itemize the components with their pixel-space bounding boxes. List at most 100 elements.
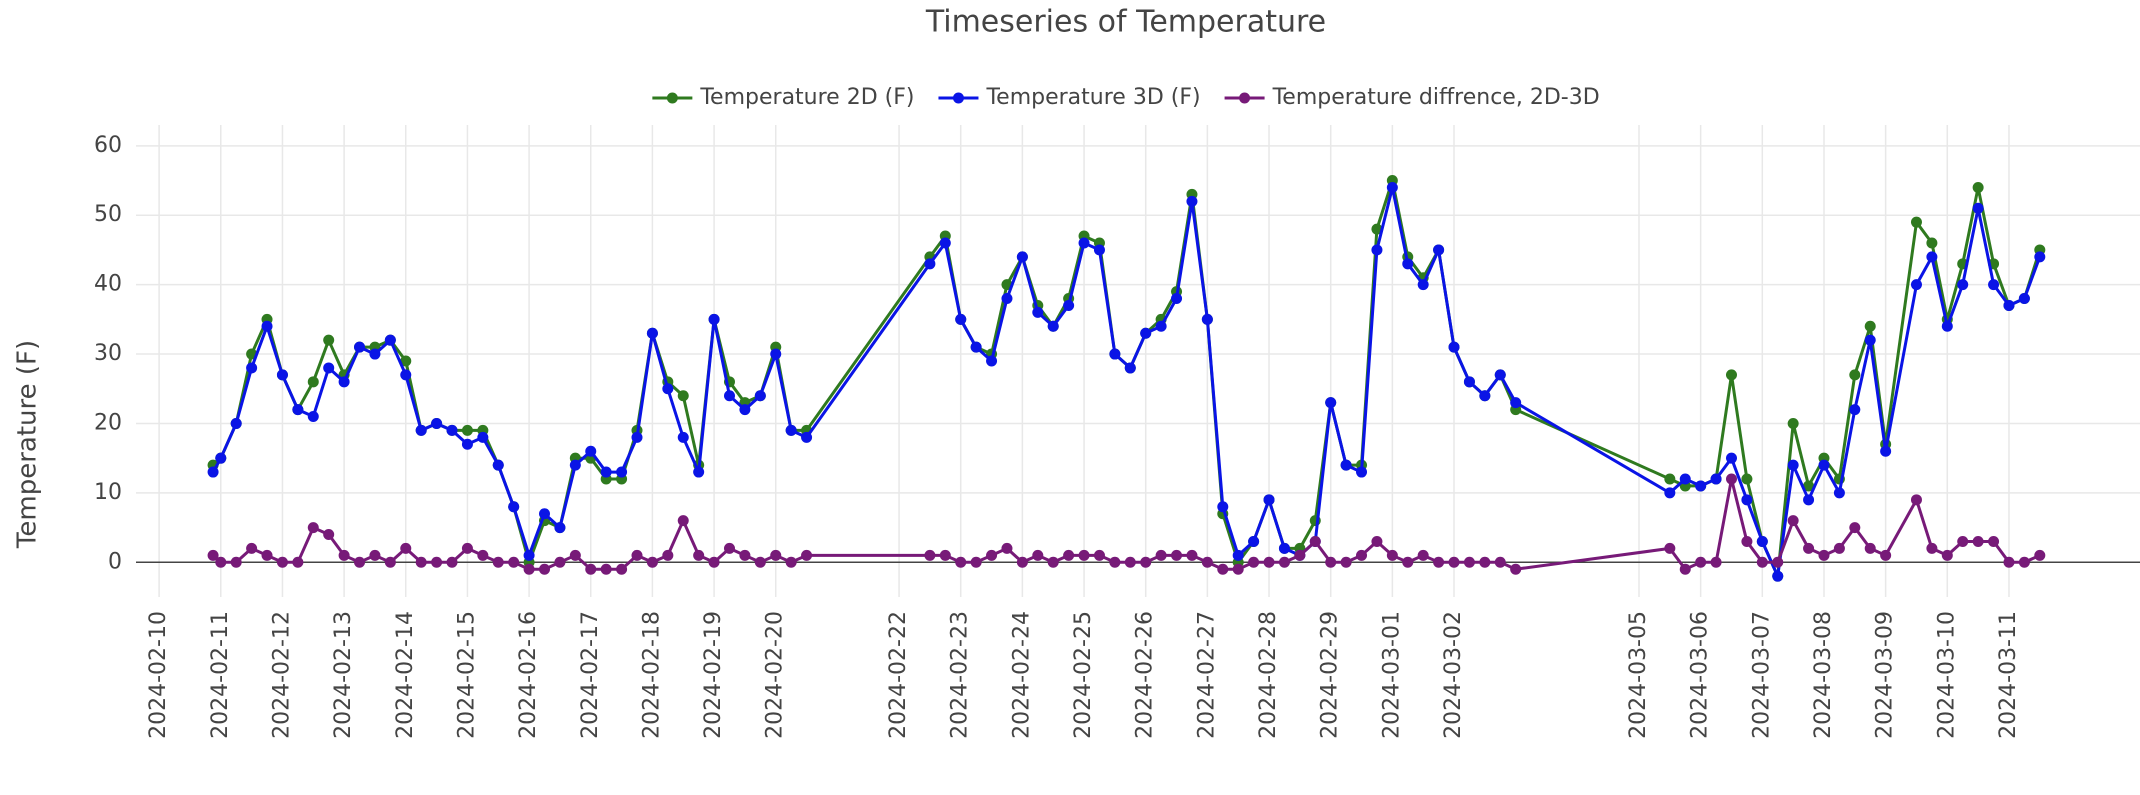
x-tick-label: 2024-03-06 [1688, 611, 1713, 739]
data-point [1248, 556, 1260, 568]
data-point [1679, 473, 1691, 485]
data-point [431, 417, 443, 429]
data-point [1787, 417, 1799, 429]
data-point [276, 556, 288, 568]
data-point [1972, 202, 1984, 214]
data-point [1725, 369, 1737, 381]
data-point [1941, 549, 1953, 561]
data-point [307, 411, 319, 423]
series-markers [207, 181, 2046, 582]
data-point [1479, 556, 1491, 568]
data-point [646, 556, 658, 568]
data-point [1402, 258, 1414, 270]
data-point [400, 369, 412, 381]
series-markers [207, 473, 2046, 575]
data-point [1047, 556, 1059, 568]
data-point [939, 237, 951, 249]
series-line [211, 186, 2042, 578]
data-point [1371, 223, 1383, 235]
data-point [261, 320, 273, 332]
x-tick-label: 2024-02-11 [208, 611, 233, 739]
data-point [1695, 480, 1707, 492]
data-point [1448, 341, 1460, 353]
data-point [508, 501, 520, 513]
data-point [785, 556, 797, 568]
data-point [1664, 487, 1676, 499]
data-point [1957, 535, 1969, 547]
data-point [986, 355, 998, 367]
data-point [1155, 320, 1167, 332]
x-tick-label: 2024-02-29 [1318, 611, 1343, 739]
y-tick-label: 20 [94, 410, 122, 435]
data-point [246, 362, 258, 374]
data-point [323, 529, 335, 541]
data-point [207, 549, 219, 561]
data-point [1047, 320, 1059, 332]
data-point [1772, 556, 1784, 568]
data-point [616, 466, 628, 478]
y-tick-label: 40 [94, 272, 122, 297]
data-point [2003, 556, 2015, 568]
data-point [1124, 362, 1136, 374]
x-tick-label: 2024-03-09 [1873, 611, 1898, 739]
data-point [1325, 556, 1337, 568]
x-tick-label: 2024-03-05 [1626, 611, 1651, 739]
data-point [461, 542, 473, 554]
data-point [1371, 535, 1383, 547]
data-point [739, 404, 751, 416]
data-point [1695, 556, 1707, 568]
data-point [939, 549, 951, 561]
x-tick-label: 2024-02-18 [639, 611, 664, 739]
data-point [616, 563, 628, 575]
data-point [600, 563, 612, 575]
data-point [1494, 369, 1506, 381]
data-point [1463, 556, 1475, 568]
data-point [1201, 313, 1213, 325]
data-point [585, 563, 597, 575]
legend: Temperature 2D (F) Temperature 3D (F) Temp… [652, 85, 1600, 110]
data-point [1725, 473, 1737, 485]
y-tick-label: 50 [94, 202, 122, 227]
data-point [1803, 480, 1815, 492]
data-point [508, 556, 520, 568]
data-point [1001, 293, 1013, 305]
data-point [1510, 563, 1522, 575]
data-point [1818, 459, 1830, 471]
data-point [955, 313, 967, 325]
data-point [1864, 320, 1876, 332]
data-point [1063, 549, 1075, 561]
data-point [477, 431, 489, 443]
data-point [2018, 556, 2030, 568]
data-point [1109, 556, 1121, 568]
data-point [384, 334, 396, 346]
data-point [1957, 279, 1969, 291]
data-point [1864, 542, 1876, 554]
data-point [1833, 487, 1845, 499]
series-line [212, 179, 2042, 578]
data-point [1849, 404, 1861, 416]
data-point [1340, 459, 1352, 471]
data-point [1417, 549, 1429, 561]
legend-label: Temperature 3D (F) [985, 85, 1200, 110]
data-point [1340, 556, 1352, 568]
data-point [1664, 473, 1676, 485]
data-point [1186, 195, 1198, 207]
data-point [523, 563, 535, 575]
data-point [1402, 556, 1414, 568]
data-point [292, 556, 304, 568]
data-point [1217, 501, 1229, 513]
data-point [1833, 542, 1845, 554]
data-point [1171, 549, 1183, 561]
data-point [1201, 556, 1213, 568]
data-point [1263, 556, 1275, 568]
data-point [1356, 549, 1368, 561]
data-point [461, 438, 473, 450]
legend-marker [952, 92, 964, 104]
data-point [569, 549, 581, 561]
data-point [215, 452, 227, 464]
data-point [1679, 563, 1691, 575]
data-point [1433, 556, 1445, 568]
data-point [400, 542, 412, 554]
data-point [1803, 494, 1815, 506]
data-point [693, 549, 705, 561]
